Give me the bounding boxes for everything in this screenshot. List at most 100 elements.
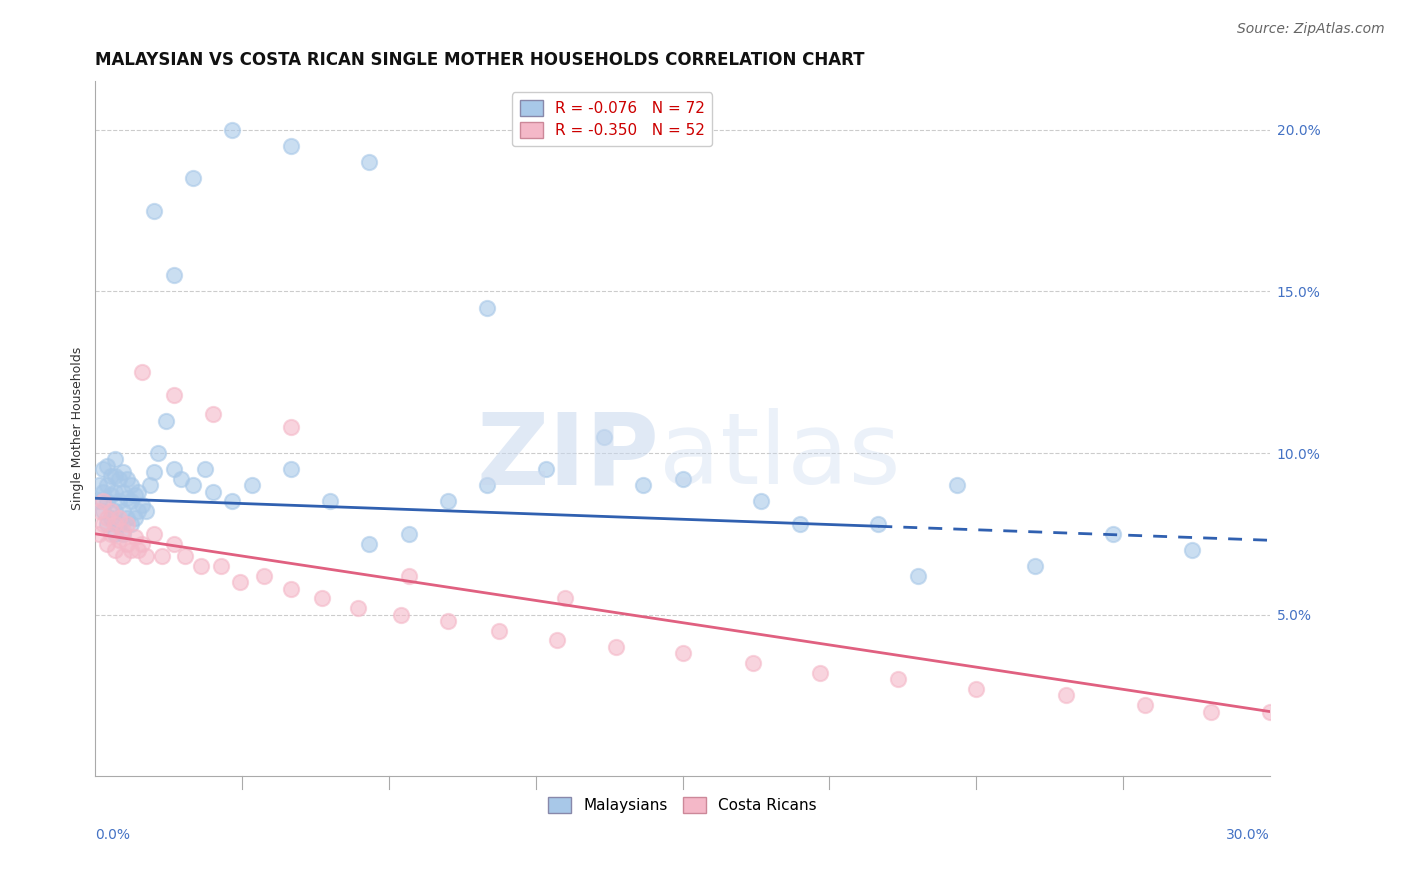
Point <box>398 526 420 541</box>
Point <box>96 458 118 473</box>
Point <box>96 517 118 532</box>
Text: 30.0%: 30.0% <box>1226 828 1270 842</box>
Point <box>108 517 131 532</box>
Point <box>108 494 131 508</box>
Point <box>346 601 368 615</box>
Point <box>139 478 162 492</box>
Point <box>115 510 138 524</box>
Point <box>163 536 186 550</box>
Point <box>143 526 166 541</box>
Point <box>146 446 169 460</box>
Point <box>201 484 224 499</box>
Point <box>89 526 111 541</box>
Point <box>311 591 333 606</box>
Point <box>91 462 114 476</box>
Point <box>143 466 166 480</box>
Point <box>111 549 134 564</box>
Point <box>181 171 204 186</box>
Point <box>280 139 302 153</box>
Point <box>742 656 765 670</box>
Point <box>91 484 114 499</box>
Legend: Malaysians, Costa Ricans: Malaysians, Costa Ricans <box>541 789 824 821</box>
Point <box>546 633 568 648</box>
Point <box>534 462 557 476</box>
Point <box>100 504 122 518</box>
Point <box>124 530 146 544</box>
Point <box>389 607 412 622</box>
Point <box>96 478 118 492</box>
Point <box>593 430 616 444</box>
Point <box>100 488 122 502</box>
Point <box>104 452 127 467</box>
Point <box>1102 526 1125 541</box>
Point <box>163 462 186 476</box>
Point <box>475 301 498 315</box>
Point <box>1180 543 1202 558</box>
Point <box>1133 698 1156 712</box>
Point <box>221 494 243 508</box>
Point <box>868 517 890 532</box>
Point <box>91 504 114 518</box>
Point <box>100 510 122 524</box>
Point <box>605 640 627 654</box>
Point <box>1199 705 1222 719</box>
Point <box>359 155 381 169</box>
Point <box>96 494 118 508</box>
Point <box>111 484 134 499</box>
Point <box>143 203 166 218</box>
Point <box>150 549 173 564</box>
Point <box>965 681 987 696</box>
Point <box>190 559 212 574</box>
Point <box>672 647 695 661</box>
Point <box>163 268 186 283</box>
Text: ZIP: ZIP <box>477 408 659 505</box>
Point <box>436 614 458 628</box>
Point <box>127 504 149 518</box>
Point <box>135 549 157 564</box>
Point <box>475 478 498 492</box>
Point <box>1054 689 1077 703</box>
Point <box>104 517 127 532</box>
Point <box>1024 559 1046 574</box>
Point <box>124 510 146 524</box>
Point <box>280 582 302 596</box>
Point <box>111 504 134 518</box>
Point <box>111 524 134 538</box>
Point <box>155 414 177 428</box>
Point <box>104 484 127 499</box>
Point <box>89 494 111 508</box>
Point <box>120 478 142 492</box>
Point <box>253 569 276 583</box>
Point <box>194 462 217 476</box>
Point <box>104 504 127 518</box>
Point <box>89 478 111 492</box>
Point <box>808 665 831 680</box>
Text: atlas: atlas <box>659 408 901 505</box>
Point <box>127 543 149 558</box>
Point <box>436 494 458 508</box>
Point <box>554 591 576 606</box>
Point <box>170 472 193 486</box>
Point <box>104 543 127 558</box>
Point <box>108 472 131 486</box>
Point <box>111 466 134 480</box>
Point <box>789 517 811 532</box>
Point <box>280 420 302 434</box>
Point <box>131 498 153 512</box>
Point <box>89 504 111 518</box>
Point <box>120 494 142 508</box>
Point <box>115 536 138 550</box>
Point <box>115 472 138 486</box>
Point <box>209 559 232 574</box>
Point <box>127 484 149 499</box>
Point <box>96 510 118 524</box>
Point <box>91 494 114 508</box>
Point <box>120 543 142 558</box>
Point <box>120 517 142 532</box>
Point <box>907 569 929 583</box>
Text: MALAYSIAN VS COSTA RICAN SINGLE MOTHER HOUSEHOLDS CORRELATION CHART: MALAYSIAN VS COSTA RICAN SINGLE MOTHER H… <box>96 51 865 69</box>
Point <box>633 478 655 492</box>
Point <box>111 526 134 541</box>
Point <box>135 504 157 518</box>
Point <box>131 536 153 550</box>
